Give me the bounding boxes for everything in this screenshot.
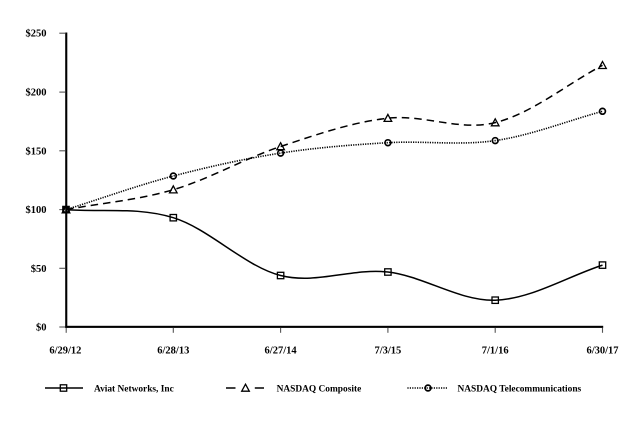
svg-text:$100: $100 — [26, 205, 47, 216]
svg-text:6/29/12: 6/29/12 — [49, 346, 81, 357]
svg-text:$0: $0 — [36, 323, 47, 334]
svg-text:NASDAQ Composite: NASDAQ Composite — [277, 384, 362, 394]
svg-text:6/27/14: 6/27/14 — [265, 346, 298, 357]
svg-text:6/30/17: 6/30/17 — [586, 346, 618, 357]
svg-text:7/1/16: 7/1/16 — [482, 346, 509, 357]
svg-text:NASDAQ Telecommunications: NASDAQ Telecommunications — [458, 384, 582, 394]
svg-text:Aviat Networks, Inc: Aviat Networks, Inc — [94, 384, 174, 394]
svg-text:$50: $50 — [31, 264, 47, 275]
svg-text:$250: $250 — [26, 29, 47, 40]
svg-text:7/3/15: 7/3/15 — [374, 346, 401, 357]
svg-text:$200: $200 — [26, 88, 47, 99]
svg-text:$150: $150 — [26, 146, 47, 157]
svg-text:6/28/13: 6/28/13 — [157, 346, 189, 357]
